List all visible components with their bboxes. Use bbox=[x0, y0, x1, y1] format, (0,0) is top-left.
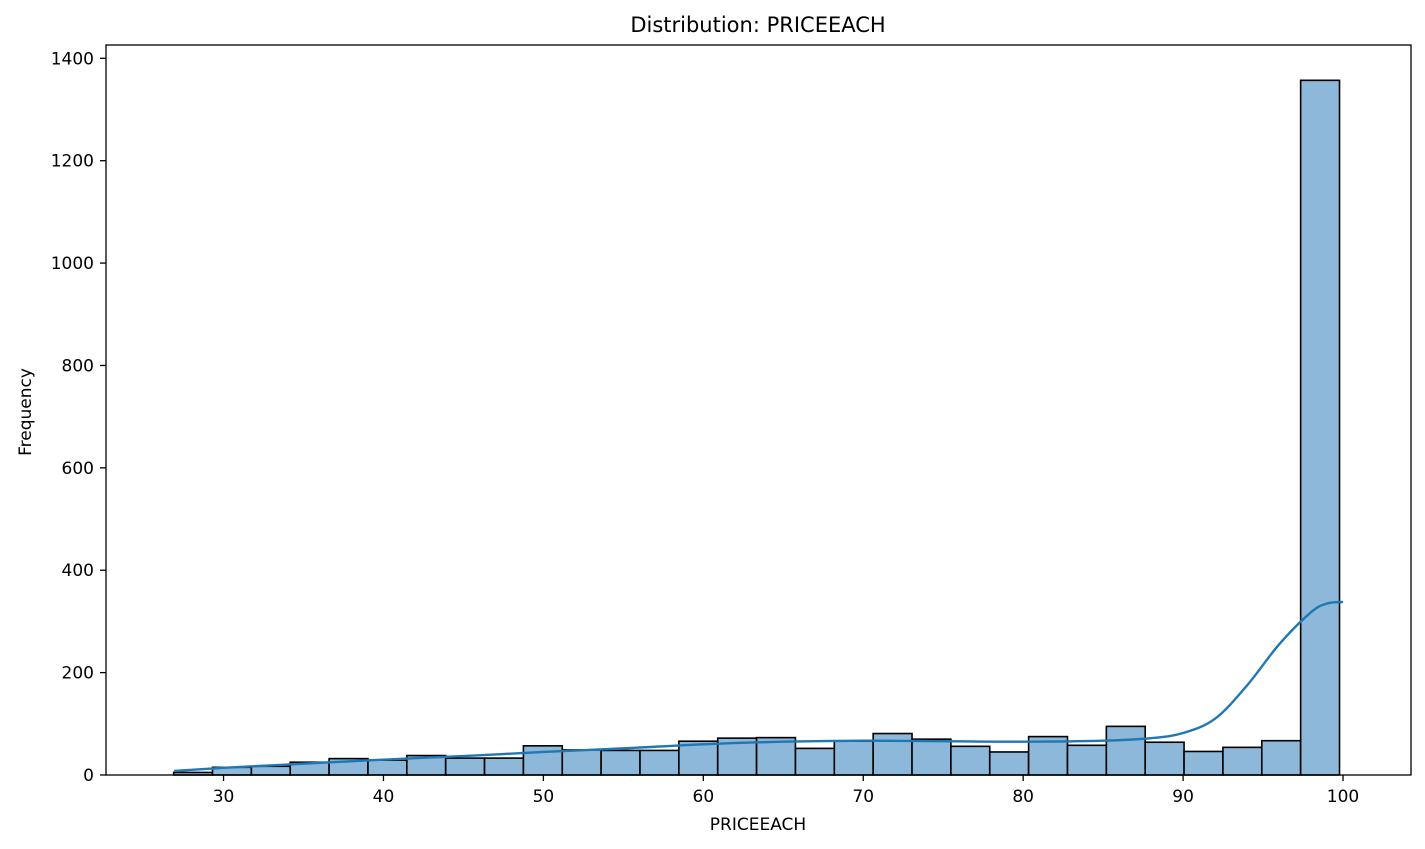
histogram-bar bbox=[1222, 746, 1263, 776]
histogram-bar bbox=[483, 757, 525, 776]
histogram-bar bbox=[1260, 739, 1302, 776]
y-tick-label: 800 bbox=[62, 356, 94, 376]
x-tick-label: 30 bbox=[213, 787, 235, 807]
histogram-bar bbox=[1299, 79, 1341, 776]
histogram-bar bbox=[639, 749, 680, 776]
histogram-bar bbox=[1144, 741, 1185, 776]
histogram-bar bbox=[988, 751, 1030, 776]
histogram-bar bbox=[1183, 750, 1224, 776]
chart-title: Distribution: PRICEEACH bbox=[630, 13, 885, 37]
histogram-bar bbox=[794, 747, 836, 776]
x-axis-label: PRICEEACH bbox=[710, 815, 806, 835]
y-axis-ticks: 0 200 400 600 800 1000 1200 1400 bbox=[51, 49, 106, 786]
histogram-bar bbox=[1066, 744, 1108, 776]
y-tick-label: 0 bbox=[83, 766, 94, 786]
x-tick-label: 80 bbox=[1012, 787, 1034, 807]
histogram-bar bbox=[911, 738, 952, 776]
x-tick-label: 90 bbox=[1172, 787, 1194, 807]
x-tick-label: 60 bbox=[693, 787, 715, 807]
histogram-bars bbox=[172, 79, 1341, 776]
histogram-bar bbox=[250, 765, 292, 776]
histogram-bar bbox=[444, 757, 486, 776]
kde-curve bbox=[173, 600, 1344, 773]
histogram-bar bbox=[367, 759, 408, 776]
y-tick-label: 200 bbox=[62, 664, 94, 684]
y-axis-label: Frequency bbox=[16, 368, 36, 456]
x-tick-label: 100 bbox=[1327, 787, 1359, 807]
histogram-bar bbox=[561, 749, 602, 776]
x-tick-label: 40 bbox=[373, 787, 395, 807]
histogram-bar bbox=[600, 749, 641, 776]
y-tick-label: 1200 bbox=[51, 152, 94, 172]
histogram-bar bbox=[950, 745, 991, 776]
y-tick-label: 1400 bbox=[51, 49, 94, 69]
y-tick-label: 600 bbox=[62, 459, 94, 479]
x-tick-label: 50 bbox=[533, 787, 555, 807]
histogram-bar bbox=[833, 740, 874, 776]
x-tick-label: 70 bbox=[852, 787, 874, 807]
y-tick-label: 400 bbox=[62, 561, 94, 581]
histogram-bar bbox=[1027, 735, 1069, 776]
x-axis-ticks: 30 40 50 60 70 80 90 100 bbox=[213, 775, 1359, 807]
kde-curve-group bbox=[173, 600, 1344, 773]
histogram-bar bbox=[1105, 725, 1147, 776]
plot-frame bbox=[105, 44, 1412, 776]
y-tick-label: 1000 bbox=[51, 254, 94, 274]
